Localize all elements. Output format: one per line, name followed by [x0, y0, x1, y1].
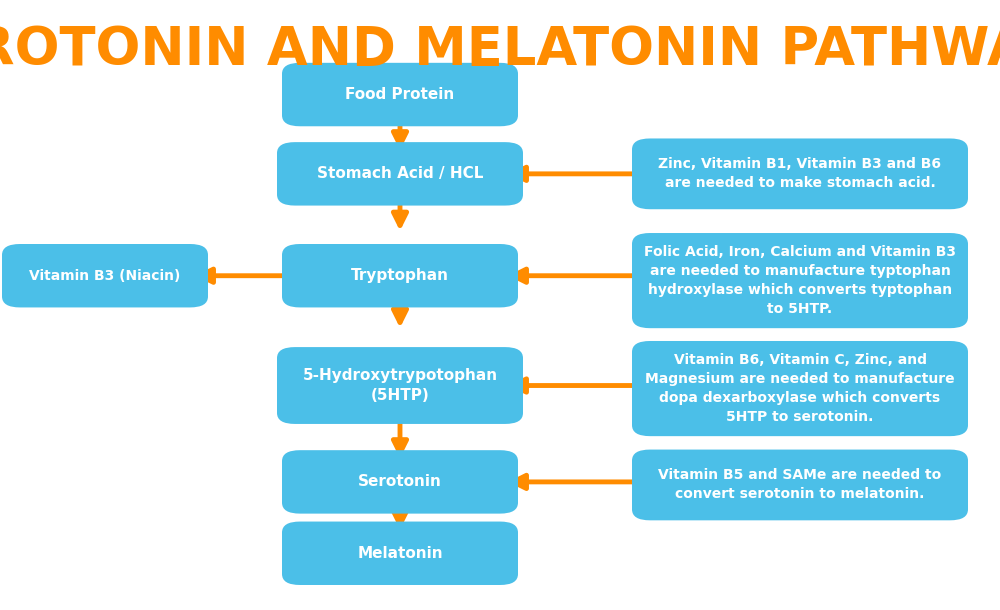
- FancyBboxPatch shape: [282, 450, 518, 514]
- FancyBboxPatch shape: [632, 341, 968, 436]
- Text: Vitamin B3 (Niacin): Vitamin B3 (Niacin): [29, 269, 181, 282]
- FancyBboxPatch shape: [2, 244, 208, 307]
- FancyBboxPatch shape: [282, 522, 518, 585]
- Text: Vitamin B5 and SAMe are needed to
convert serotonin to melatonin.: Vitamin B5 and SAMe are needed to conver…: [658, 468, 942, 501]
- FancyBboxPatch shape: [632, 138, 968, 209]
- Text: Melatonin: Melatonin: [357, 546, 443, 561]
- FancyBboxPatch shape: [277, 347, 523, 424]
- Text: SEROTONIN AND MELATONIN PATHWAYS: SEROTONIN AND MELATONIN PATHWAYS: [0, 24, 1000, 76]
- Text: Food Protein: Food Protein: [345, 87, 455, 102]
- Text: Vitamin B6, Vitamin C, Zinc, and
Magnesium are needed to manufacture
dopa dexarb: Vitamin B6, Vitamin C, Zinc, and Magnesi…: [645, 353, 955, 424]
- Text: Serotonin: Serotonin: [358, 475, 442, 489]
- Text: Stomach Acid / HCL: Stomach Acid / HCL: [317, 167, 483, 181]
- Text: Zinc, Vitamin B1, Vitamin B3 and B6
are needed to make stomach acid.: Zinc, Vitamin B1, Vitamin B3 and B6 are …: [658, 157, 942, 190]
- Text: 5-Hydroxytrypotophan
(5HTP): 5-Hydroxytrypotophan (5HTP): [302, 368, 498, 403]
- Text: Folic Acid, Iron, Calcium and Vitamin B3
are needed to manufacture typtophan
hyd: Folic Acid, Iron, Calcium and Vitamin B3…: [644, 245, 956, 316]
- FancyBboxPatch shape: [277, 142, 523, 206]
- FancyBboxPatch shape: [632, 450, 968, 520]
- FancyBboxPatch shape: [632, 233, 968, 328]
- FancyBboxPatch shape: [282, 63, 518, 126]
- Text: Tryptophan: Tryptophan: [351, 268, 449, 283]
- FancyBboxPatch shape: [282, 244, 518, 307]
